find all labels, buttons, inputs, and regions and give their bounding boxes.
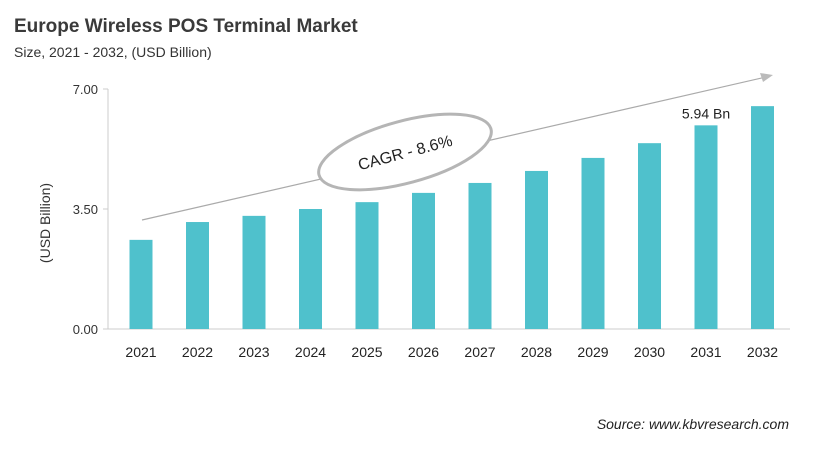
bar-2023 — [242, 215, 266, 329]
x-tick-label: 2032 — [747, 344, 778, 360]
trend-arrowhead — [760, 73, 773, 82]
bar-2032 — [751, 106, 774, 330]
data-label: 5.94 Bn — [682, 105, 730, 121]
x-tick-label: 2025 — [351, 344, 382, 360]
bar-2021 — [129, 239, 153, 329]
x-tick-label: 2024 — [295, 344, 326, 360]
bar-2028 — [525, 170, 548, 329]
y-axis-label: (USD Billion) — [37, 183, 53, 263]
y-tick-label: 3.50 — [73, 202, 98, 217]
bar-2031 — [694, 125, 718, 329]
source-text: Source: www.kbvresearch.com — [596, 416, 789, 432]
cagr-annotation: CAGR - 8.6% — [141, 73, 773, 221]
bar-2022 — [186, 222, 209, 329]
chart-title: Europe Wireless POS Terminal Market — [14, 16, 358, 37]
bar-2024 — [299, 209, 322, 329]
x-tick-label: 2026 — [408, 344, 439, 360]
bar-2027 — [468, 182, 492, 329]
bar-2025 — [355, 202, 379, 329]
x-tick-label: 2022 — [182, 344, 213, 360]
x-tick-label: 2029 — [577, 344, 608, 360]
cagr-ellipse — [317, 112, 493, 192]
y-tick-label: 7.00 — [73, 82, 98, 97]
x-tick-label: 2021 — [125, 344, 156, 360]
x-tick-label: 2023 — [238, 344, 269, 360]
x-tick-label: 2030 — [634, 344, 665, 360]
bar-2026 — [412, 192, 435, 329]
x-tick-label: 2027 — [464, 344, 495, 360]
bar-2030 — [638, 143, 661, 329]
y-tick-label: 0.00 — [73, 322, 98, 337]
x-tick-label: 2028 — [521, 344, 552, 360]
bar-2029 — [581, 157, 605, 329]
chart-subtitle: Size, 2021 - 2032, (USD Billion) — [14, 44, 212, 60]
x-tick-label: 2031 — [690, 344, 721, 360]
